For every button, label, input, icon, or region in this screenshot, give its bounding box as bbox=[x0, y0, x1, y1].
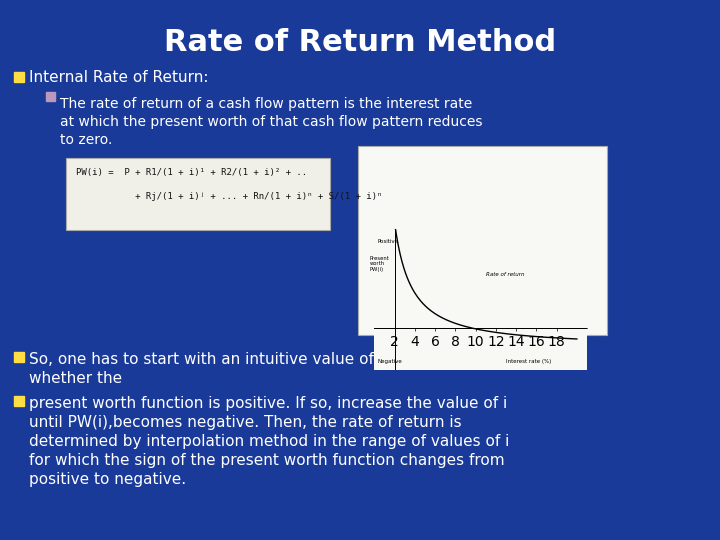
Text: PW(i) =  P + R1/(1 + i)¹ + R2/(1 + i)² + ..: PW(i) = P + R1/(1 + i)¹ + R2/(1 + i)² + … bbox=[76, 168, 307, 177]
Text: Internal Rate of Return:: Internal Rate of Return: bbox=[29, 70, 209, 84]
Text: Interest rate (%): Interest rate (%) bbox=[506, 359, 552, 364]
Text: determined by interpolation method in the range of values of i: determined by interpolation method in th… bbox=[29, 434, 509, 449]
Text: whether the: whether the bbox=[29, 371, 122, 386]
Text: positive to negative.: positive to negative. bbox=[29, 472, 186, 487]
Bar bbox=[14, 396, 24, 406]
Text: Rate of Return Method: Rate of Return Method bbox=[164, 28, 556, 57]
Text: The rate of return of a cash flow pattern is the interest rate: The rate of return of a cash flow patter… bbox=[60, 97, 472, 111]
Text: Fig. 7.2  Present worth function graph: Fig. 7.2 Present worth function graph bbox=[416, 319, 549, 325]
Bar bbox=[14, 352, 24, 362]
Text: to zero.: to zero. bbox=[60, 133, 112, 147]
Text: Present
worth
PW(i): Present worth PW(i) bbox=[369, 255, 390, 272]
Text: + Rj/(1 + i)ʲ + ... + Rn/(1 + i)ⁿ + S/(1 + i)ⁿ: + Rj/(1 + i)ʲ + ... + Rn/(1 + i)ⁿ + S/(1… bbox=[76, 192, 382, 201]
Text: Rate of return: Rate of return bbox=[486, 272, 524, 277]
Text: Positive: Positive bbox=[377, 239, 398, 244]
FancyBboxPatch shape bbox=[66, 158, 330, 230]
Bar bbox=[14, 72, 24, 82]
Bar bbox=[46, 92, 55, 101]
Text: So, one has to start with an intuitive value of i and check: So, one has to start with an intuitive v… bbox=[29, 352, 467, 367]
Text: present worth function is positive. If so, increase the value of i: present worth function is positive. If s… bbox=[29, 396, 508, 411]
FancyBboxPatch shape bbox=[358, 146, 607, 335]
Text: for which the sign of the present worth function changes from: for which the sign of the present worth … bbox=[29, 453, 505, 468]
Text: until PW(i),becomes negative. Then, the rate of return is: until PW(i),becomes negative. Then, the … bbox=[29, 415, 462, 430]
Text: at which the present worth of that cash flow pattern reduces: at which the present worth of that cash … bbox=[60, 115, 482, 129]
Text: Negative: Negative bbox=[377, 359, 402, 364]
